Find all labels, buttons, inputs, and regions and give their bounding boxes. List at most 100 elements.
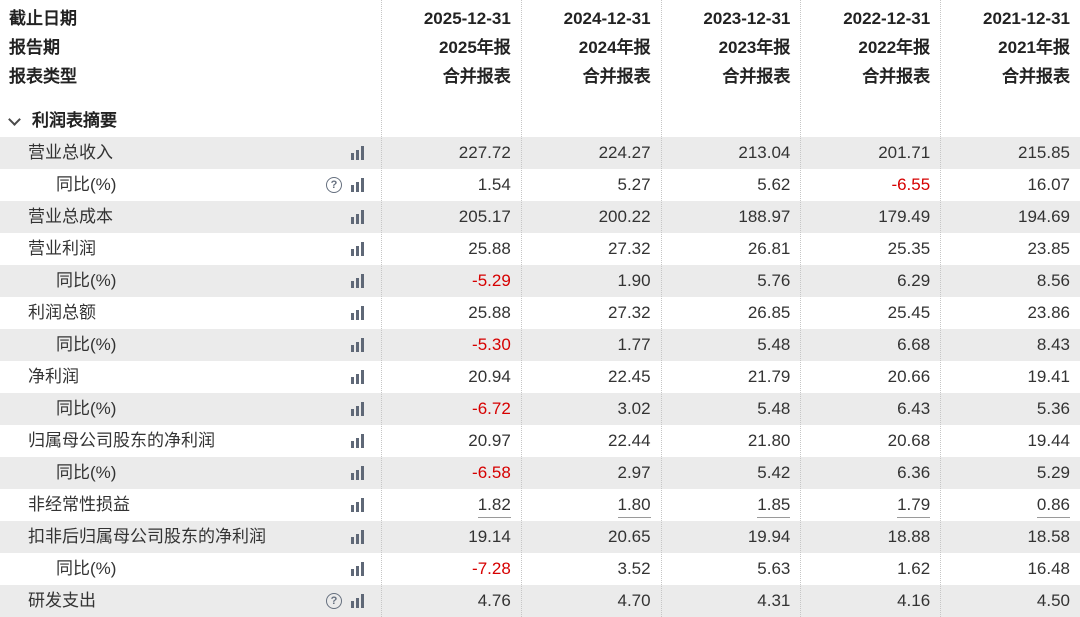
table-row: 同比(%) -6.72 3.02 5.48 6.43 5.36 (0, 393, 1080, 425)
bar-chart-icon[interactable] (351, 466, 364, 480)
value: 22.44 (608, 431, 651, 450)
value: 27.32 (608, 303, 651, 322)
row-label-cell: 营业总成本 (0, 201, 381, 233)
chevron-down-icon[interactable] (8, 112, 21, 126)
header-type-cell: 合并报表 (862, 67, 931, 86)
bar-chart-icon[interactable] (351, 338, 364, 352)
row-icons (351, 562, 381, 576)
value-cell: 2.97 (521, 457, 661, 489)
bar-chart-icon[interactable] (351, 306, 364, 320)
row-icons (351, 498, 381, 512)
value-cell: 25.88 (381, 297, 521, 329)
row-icons (351, 402, 381, 416)
bar-chart-icon[interactable] (351, 402, 364, 416)
bar-chart-icon[interactable] (351, 562, 364, 576)
header-type-cell: 合并报表 (1002, 67, 1070, 86)
value: 26.85 (747, 303, 791, 322)
value: 6.36 (897, 463, 931, 482)
value: 20.97 (468, 431, 511, 450)
row-label: 非经常性损益 (28, 495, 130, 514)
bar-chart-icon[interactable] (351, 498, 364, 512)
row-label: 营业利润 (28, 239, 96, 258)
value-cell: 188.97 (661, 201, 801, 233)
value: 205.17 (458, 207, 511, 226)
bar-chart-icon[interactable] (351, 594, 364, 608)
value-cell: 4.76 (381, 585, 521, 617)
value-cell: 18.58 (940, 521, 1080, 553)
value: 188.97 (738, 207, 791, 226)
value-cell: 1.54 (381, 169, 521, 201)
value: 1.77 (617, 335, 651, 354)
value-cell: -5.30 (381, 329, 521, 361)
table-rows: 营业总收入 227.72 224.27 213.04 201.71 215.85… (0, 137, 1080, 617)
header-label-end-date: 截止日期 (9, 9, 77, 28)
row-label-cell: 营业利润 (0, 233, 381, 265)
value: 8.43 (1036, 335, 1070, 354)
bar-chart-icon[interactable] (351, 530, 364, 544)
value: 179.49 (878, 207, 931, 226)
table-row: 净利润 20.94 22.45 21.79 20.66 19.41 (0, 361, 1080, 393)
value: 215.85 (1018, 143, 1070, 162)
value-cell: -6.55 (800, 169, 940, 201)
row-icons (351, 370, 381, 384)
table-row: 利润总额 25.88 27.32 26.85 25.45 23.86 (0, 297, 1080, 329)
value-cell: 20.66 (800, 361, 940, 393)
value: 19.44 (1027, 431, 1070, 450)
value-cell: 5.29 (940, 457, 1080, 489)
section-header-income-statement[interactable]: 利润表摘要 (0, 105, 1080, 137)
value-cell: -6.72 (381, 393, 521, 425)
help-icon[interactable]: ? (326, 177, 342, 193)
value: -6.58 (472, 463, 511, 482)
value-cell: 21.79 (661, 361, 801, 393)
value-cell: 1.82 (381, 489, 521, 521)
value[interactable]: 1.82 (477, 495, 511, 518)
table-row: 同比(%) -7.28 3.52 5.63 1.62 16.48 (0, 553, 1080, 585)
value: 1.90 (617, 271, 651, 290)
row-label: 同比(%) (56, 559, 117, 578)
value-cell: 19.94 (661, 521, 801, 553)
value-cell: 6.68 (800, 329, 940, 361)
value: 227.72 (458, 143, 511, 162)
bar-chart-icon[interactable] (351, 274, 364, 288)
help-icon[interactable]: ? (326, 593, 342, 609)
row-label-cell: 同比(%) (0, 457, 381, 489)
value-cell: 20.68 (800, 425, 940, 457)
value: 5.62 (757, 175, 791, 194)
value-cell: -6.58 (381, 457, 521, 489)
value: 4.50 (1036, 591, 1070, 610)
value: -5.29 (472, 271, 511, 290)
value: 213.04 (738, 143, 791, 162)
value: 5.36 (1036, 399, 1070, 418)
value: 22.45 (608, 367, 651, 386)
value: 5.27 (617, 175, 651, 194)
row-label-cell: 净利润 (0, 361, 381, 393)
value: 25.88 (468, 239, 511, 258)
value[interactable]: 1.85 (757, 495, 791, 518)
bar-chart-icon[interactable] (351, 242, 364, 256)
value[interactable]: 0.86 (1036, 495, 1070, 518)
value: 16.48 (1027, 559, 1070, 578)
table-row: 同比(%) -6.58 2.97 5.42 6.36 5.29 (0, 457, 1080, 489)
table-row: 扣非后归属母公司股东的净利润 19.14 20.65 19.94 18.88 1… (0, 521, 1080, 553)
bar-chart-icon[interactable] (351, 146, 364, 160)
value: 20.66 (887, 367, 931, 386)
value-cell: 16.48 (940, 553, 1080, 585)
table-header: 截止日期 2025-12-31 2024-12-31 2023-12-31 20… (0, 0, 1080, 91)
value: 21.80 (747, 431, 791, 450)
header-row-report-period: 报告期 2025年报 2024年报 2023年报 2022年报 2021年报 (0, 33, 1080, 62)
bar-chart-icon[interactable] (351, 210, 364, 224)
bar-chart-icon[interactable] (351, 434, 364, 448)
value: 5.42 (757, 463, 791, 482)
header-label-report-type: 报表类型 (9, 67, 77, 86)
value-cell: 26.81 (661, 233, 801, 265)
header-date-cell: 2024-12-31 (563, 9, 651, 28)
value-cell: 4.70 (521, 585, 661, 617)
bar-chart-icon[interactable] (351, 178, 364, 192)
value[interactable]: 1.80 (617, 495, 651, 518)
bar-chart-icon[interactable] (351, 370, 364, 384)
header-date-cell: 2025-12-31 (423, 9, 511, 28)
value-cell: 26.85 (661, 297, 801, 329)
value-cell: 3.02 (521, 393, 661, 425)
value[interactable]: 1.79 (897, 495, 931, 518)
